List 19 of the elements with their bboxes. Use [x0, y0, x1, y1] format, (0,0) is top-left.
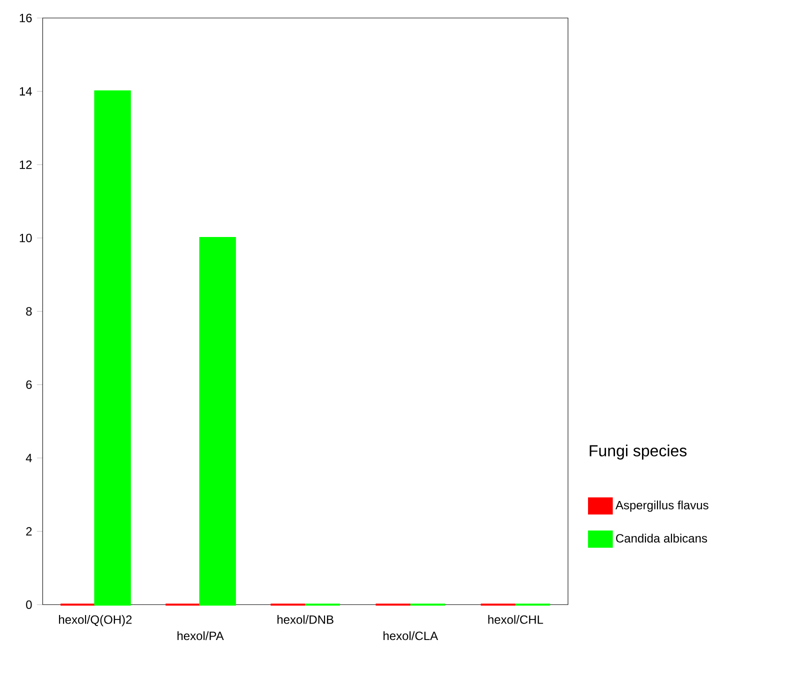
- x-tick-label: hexol/DNB: [277, 615, 334, 624]
- y-tick-label: 4: [26, 454, 32, 462]
- bar: [199, 236, 236, 606]
- x-tick-label: hexol/CHL: [488, 615, 544, 624]
- x-tick-label: hexol/CLA: [384, 631, 438, 640]
- y-tick-label: 14: [20, 87, 32, 96]
- y-tick-label: 2: [26, 527, 32, 536]
- legend-label: Aspergillus flavus: [615, 500, 708, 512]
- y-tick-label: 16: [20, 14, 32, 22]
- y-tick-label: 8: [26, 307, 32, 316]
- bar: [94, 90, 131, 606]
- y-tick-label: 6: [26, 380, 32, 389]
- legend-label: Candida albicans: [616, 534, 708, 543]
- legend-title: Fungi species: [590, 444, 687, 460]
- y-tick-label: 0: [26, 600, 32, 609]
- y-tick-label: 12: [20, 160, 32, 169]
- y-tick-label: 10: [20, 234, 32, 242]
- x-tick-label: hexol/PA: [178, 631, 224, 640]
- x-tick-label: hexol/Q(OH)2: [59, 615, 132, 626]
